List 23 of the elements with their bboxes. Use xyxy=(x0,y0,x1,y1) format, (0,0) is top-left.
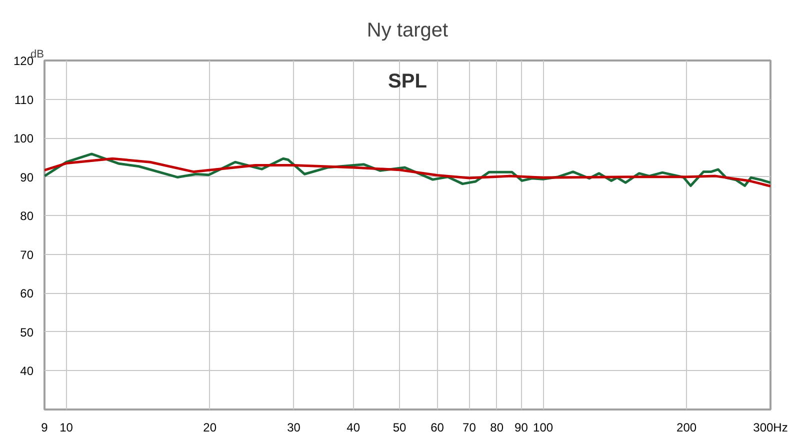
x-tick-label: 40 xyxy=(346,420,360,434)
x-tick-label: 20 xyxy=(203,420,217,434)
y-tick-label: 110 xyxy=(14,92,34,107)
x-tick-label: 90 xyxy=(514,420,528,434)
x-tick-label: 30 xyxy=(287,420,301,434)
y-tick-label: 100 xyxy=(13,132,34,146)
y-tick-label: 90 xyxy=(20,170,34,184)
x-tick-label: 70 xyxy=(462,420,476,434)
chart-title: Ny target xyxy=(366,20,449,42)
x-tick-label: 50 xyxy=(392,420,407,434)
x-tick-label: 300Hz xyxy=(753,420,788,434)
x-tick-label: 60 xyxy=(430,420,444,434)
annotation: SPL xyxy=(388,70,427,92)
y-tick-label: 80 xyxy=(20,209,34,224)
x-tick-label: 10 xyxy=(60,420,74,434)
y-tick-label: 60 xyxy=(20,286,34,301)
x-tick-label: 100 xyxy=(533,420,554,434)
y-tick-label: 70 xyxy=(20,248,34,262)
x-tick-label: 80 xyxy=(490,420,504,434)
x-tick-label: 9 xyxy=(41,420,48,434)
x-tick-label: 200 xyxy=(676,420,697,434)
y-tick-label: 40 xyxy=(20,364,34,378)
y-tick-label: 50 xyxy=(20,325,34,340)
